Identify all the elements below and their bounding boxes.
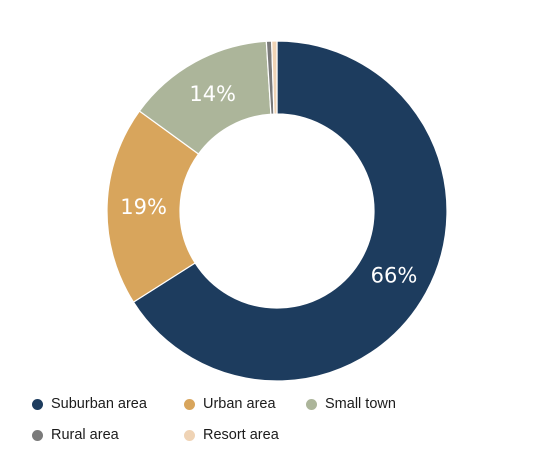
legend-dot-rural-area: [32, 429, 43, 441]
legend-item-urban-area[interactable]: Urban area: [184, 395, 306, 413]
slices-group: [106, 40, 448, 382]
legend-item-suburban-area[interactable]: Suburban area: [32, 395, 184, 413]
legend-dot-urban-area: [184, 398, 195, 410]
chart-legend: Suburban area Urban area Small town Rura…: [32, 395, 532, 444]
legend-label-resort-area: Resort area: [203, 427, 279, 443]
legend-label-rural-area: Rural area: [51, 427, 119, 443]
slice-label-urban-area: 19%: [120, 195, 167, 219]
donut-chart: 66% 19% 14%: [106, 40, 448, 382]
legend-label-suburban-area: Suburban area: [51, 396, 147, 412]
legend-item-rural-area[interactable]: Rural area: [32, 426, 184, 444]
legend-dot-small-town: [306, 398, 317, 410]
legend-item-small-town[interactable]: Small town: [306, 395, 446, 413]
slice-label-small-town: 14%: [189, 82, 236, 106]
legend-label-small-town: Small town: [325, 396, 396, 412]
slice-label-suburban-area: 66%: [371, 263, 418, 287]
slice-suburban-area[interactable]: [132, 40, 448, 382]
slice-labels-group: 66% 19% 14%: [120, 82, 417, 287]
legend-dot-resort-area: [184, 429, 195, 441]
legend-item-resort-area[interactable]: Resort area: [184, 426, 306, 444]
legend-dot-suburban-area: [32, 398, 43, 410]
slice-resort-area[interactable]: [271, 40, 278, 115]
legend-label-urban-area: Urban area: [203, 396, 276, 412]
